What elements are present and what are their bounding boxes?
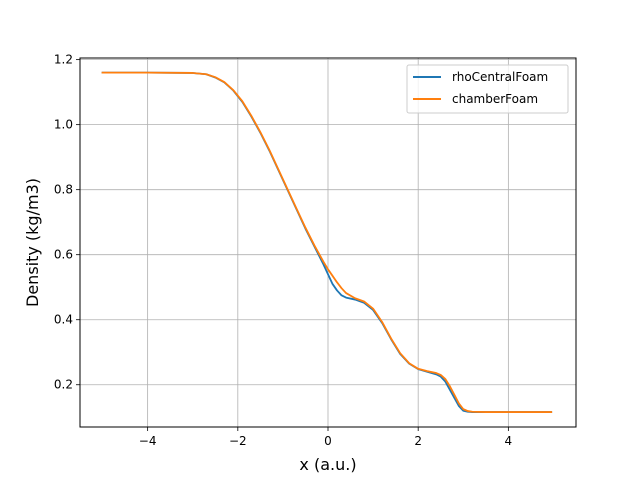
x-tick-label: 4: [505, 434, 513, 448]
y-tick-label: 1.2: [54, 53, 73, 67]
grid-lines: [80, 58, 576, 427]
y-tick-label: 0.8: [54, 183, 73, 197]
legend-box: [406, 64, 569, 114]
x-tick-label: −2: [229, 434, 247, 448]
legend-label-rhocentralfoam: rhoCentralFoam: [452, 70, 548, 84]
legend: rhoCentralFoam chamberFoam: [406, 64, 569, 114]
y-tick-label: 0.4: [54, 313, 73, 327]
legend-label-chamberfoam: chamberFoam: [452, 92, 538, 106]
x-tick-label: 0: [324, 434, 332, 448]
x-tick-label: 2: [414, 434, 422, 448]
series-line-chamberfoam: [101, 71, 553, 413]
x-axis-label: x (a.u.): [299, 455, 356, 474]
y-tick-label: 0.2: [54, 378, 73, 392]
y-tick-label: 1.0: [54, 118, 73, 132]
y-axis-label: Density (kg/m3): [23, 178, 42, 307]
y-tick-label: 0.6: [54, 248, 73, 262]
y-axis-ticks: 0.2 0.4 0.6 0.8 1.0 1.2: [54, 53, 80, 392]
data-series: [101, 71, 553, 413]
x-axis-ticks: −4 −2 0 2 4: [139, 427, 512, 448]
x-tick-label: −4: [139, 434, 157, 448]
